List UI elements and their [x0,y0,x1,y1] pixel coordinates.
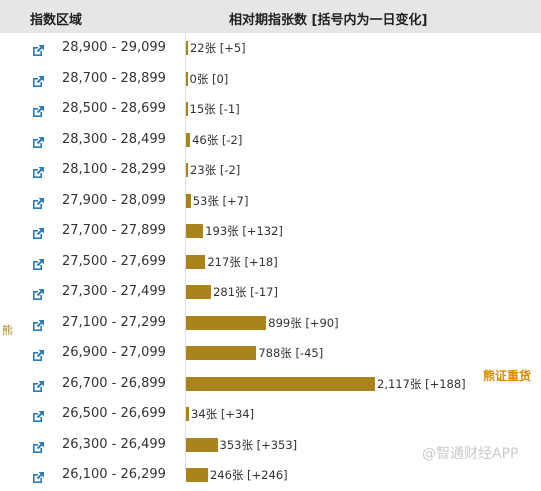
range-label: 26,500 - 26,699 [62,406,166,421]
contracts-bar [186,224,204,238]
table-row: 27,700 - 27,899 193张 [+132] [0,216,541,247]
contracts-bar [186,41,188,55]
contracts-bar [186,193,191,208]
header-contracts: 相对期指张数 [括号内为一日变化] [229,13,428,28]
contracts-bar [186,71,188,86]
contracts-bar [186,376,375,391]
contracts-value: 23张 [-2] [190,163,241,177]
external-link-icon[interactable] [32,103,45,117]
external-link-icon[interactable] [32,225,45,239]
range-label: 27,700 - 27,899 [62,223,166,238]
table-row: 28,100 - 28,299 23张 [-2] [0,155,541,186]
external-link-icon[interactable] [32,195,45,209]
table-row: 28,300 - 28,499 46张 [-2] [0,125,541,156]
range-label: 26,100 - 26,299 [62,467,166,482]
external-link-icon[interactable] [32,317,45,331]
table-row: 28,700 - 28,899 0张 [0] [0,64,541,95]
contracts-value: 281张 [-17] [213,285,278,299]
range-label: 28,500 - 28,699 [62,101,166,116]
table-row: 26,900 - 27,099 788张 [-45] [0,338,541,369]
contracts-bar [186,102,188,116]
contracts-bar [186,468,208,482]
contracts-value: 2,117张 [+188] [377,376,466,391]
contracts-bar [186,285,212,299]
range-label: 26,900 - 27,099 [62,345,166,360]
external-link-icon[interactable] [32,347,45,361]
contracts-value: 246张 [+246] [209,468,288,482]
external-link-icon[interactable] [32,164,45,178]
table-row: 26,300 - 26,499 353张 [+353] [0,430,541,461]
external-link-icon[interactable] [32,134,45,148]
heavy-position-label: 熊证重货 [483,369,532,383]
range-label: 28,700 - 28,899 [62,70,166,86]
contracts-bar [186,132,191,147]
contracts-value: 53张 [+7] [192,193,249,208]
bar-axis [185,33,186,471]
watermark: @智通财经APP [422,446,519,462]
contracts-value: 34张 [+34] [191,407,255,421]
external-link-icon[interactable] [32,286,45,300]
range-label: 27,900 - 28,099 [62,192,166,208]
external-link-icon[interactable] [32,408,45,422]
contracts-bar [186,407,190,421]
contracts-bar [186,163,189,177]
contracts-value: 217张 [+18] [207,254,278,269]
table-row: 26,100 - 26,299 246张 [+246] [0,460,541,491]
table-row: 27,500 - 27,699 217张 [+18] [0,247,541,278]
contracts-value: 0张 [0] [189,71,229,86]
contracts-value: 899张 [+90] [268,315,339,330]
contracts-bar [186,315,267,330]
range-label: 27,300 - 27,499 [62,284,166,299]
table-row: 26,700 - 26,899 2,117张 [+188] [0,369,541,400]
external-link-icon[interactable] [32,378,45,392]
range-label: 27,500 - 27,699 [62,253,166,269]
external-link-icon[interactable] [32,42,45,56]
contracts-bar [186,437,218,452]
table-row: 27,300 - 27,499 281张 [-17] [0,277,541,308]
contracts-value: 788张 [-45] [258,346,324,360]
table-row: 28,500 - 28,699 15张 [-1] [0,94,541,125]
range-label: 28,900 - 29,099 [62,40,166,55]
external-link-icon[interactable] [32,439,45,453]
header-range: 指数区域 [30,13,83,28]
table-header: 指数区域 相对期指张数 [括号内为一日变化] [0,0,541,33]
side-label: 熊 [2,324,13,337]
range-label: 26,700 - 26,899 [62,375,166,391]
table-row: 27,900 - 28,099 53张 [+7] [0,186,541,217]
contracts-value: 193张 [+132] [205,224,283,238]
range-label: 28,100 - 28,299 [62,162,166,177]
table-row: 28,900 - 29,099 22张 [+5] [0,33,541,64]
range-label: 26,300 - 26,499 [62,436,166,452]
table-row: 26,500 - 26,699 34张 [+34] [0,399,541,430]
contracts-value: 46张 [-2] [192,132,243,147]
external-link-icon[interactable] [32,73,45,87]
table-row: 27,100 - 27,299 899张 [+90] [0,308,541,339]
range-label: 28,300 - 28,499 [62,131,166,147]
range-label: 27,100 - 27,299 [62,314,166,330]
external-link-icon[interactable] [32,256,45,270]
contracts-bar [186,254,206,269]
contracts-value: 22张 [+5] [189,41,246,55]
contracts-value: 353张 [+353] [219,437,298,452]
contracts-bar [186,346,257,360]
contracts-value: 15张 [-1] [189,102,240,116]
